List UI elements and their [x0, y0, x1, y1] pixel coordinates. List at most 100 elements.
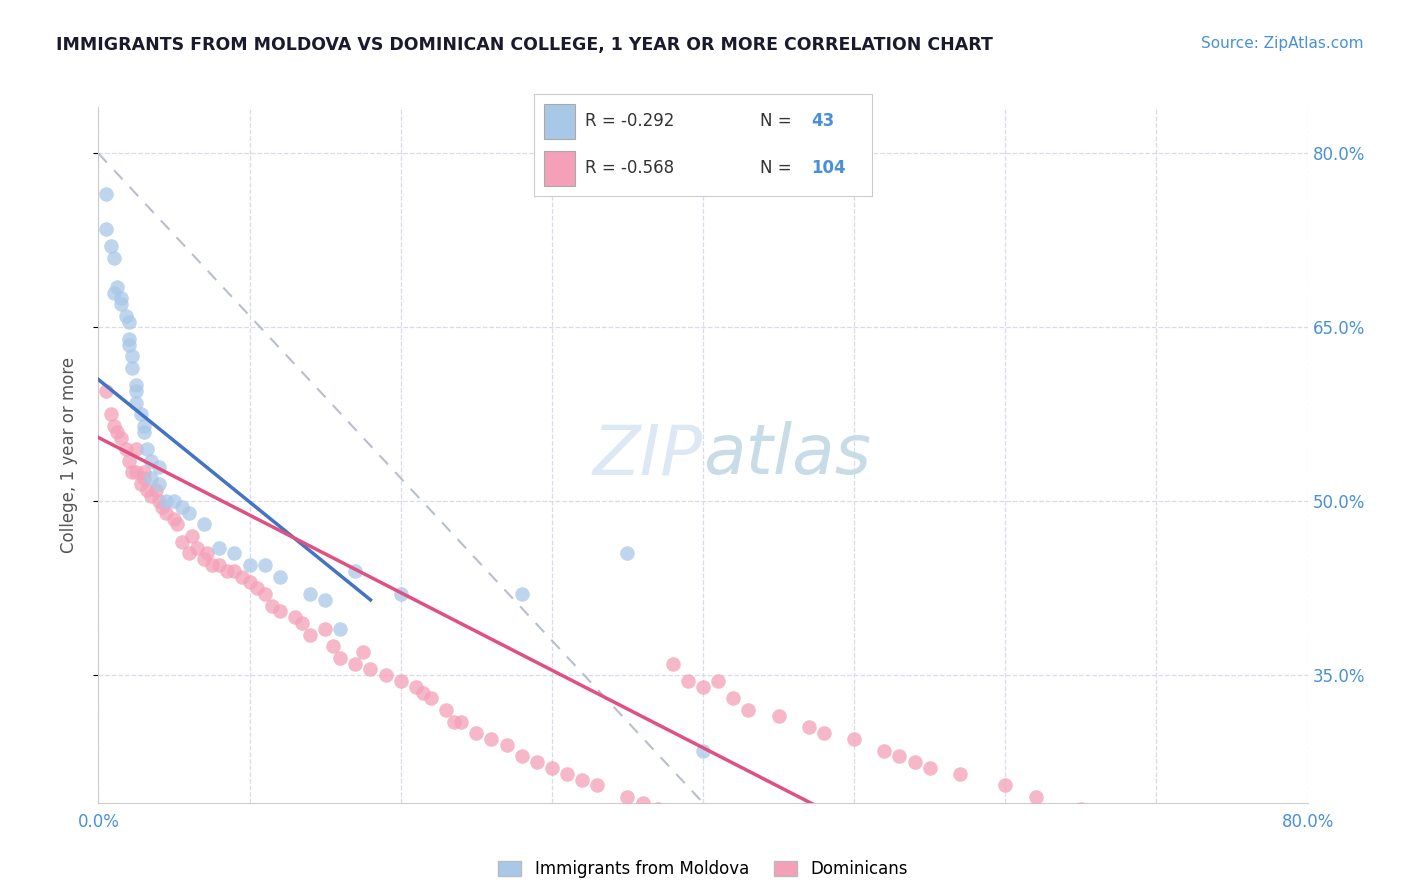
- Point: [299, 628, 322, 642]
- Point: [904, 755, 927, 769]
- Point: [443, 714, 465, 729]
- Point: [114, 309, 136, 323]
- Point: [586, 778, 609, 793]
- Point: [737, 703, 759, 717]
- Point: [360, 662, 382, 677]
- Point: [1144, 824, 1167, 838]
- Point: [352, 645, 374, 659]
- Point: [195, 546, 218, 561]
- Point: [344, 657, 367, 671]
- Point: [94, 384, 117, 398]
- Point: [170, 500, 193, 514]
- Point: [118, 337, 141, 351]
- Point: [631, 796, 654, 810]
- Point: [1236, 860, 1258, 874]
- Point: [148, 476, 170, 491]
- Point: [949, 766, 972, 781]
- Point: [329, 622, 352, 636]
- Point: [571, 772, 593, 787]
- Point: [389, 587, 412, 601]
- Point: [121, 349, 143, 364]
- Point: [141, 453, 163, 467]
- Point: [844, 731, 866, 746]
- Bar: [544, 151, 575, 186]
- Point: [1115, 814, 1137, 828]
- Point: [163, 494, 186, 508]
- Point: [103, 419, 125, 434]
- Point: [114, 442, 136, 456]
- Point: [676, 674, 699, 689]
- Point: [224, 546, 246, 561]
- Point: [239, 558, 262, 573]
- Point: [434, 703, 457, 717]
- Point: [103, 251, 125, 265]
- Point: [1070, 802, 1092, 815]
- Y-axis label: College, 1 year or more: College, 1 year or more: [59, 357, 77, 553]
- Legend: Immigrants from Moldova, Dominicans: Immigrants from Moldova, Dominicans: [491, 854, 915, 885]
- Text: Source: ZipAtlas.com: Source: ZipAtlas.com: [1201, 36, 1364, 51]
- Point: [540, 761, 562, 775]
- Point: [163, 511, 186, 525]
- Point: [155, 494, 177, 508]
- Point: [526, 755, 548, 769]
- Point: [495, 738, 517, 752]
- Point: [231, 570, 253, 584]
- Point: [100, 239, 122, 253]
- Point: [253, 587, 276, 601]
- Point: [118, 314, 141, 328]
- Point: [125, 378, 148, 392]
- Point: [692, 680, 714, 694]
- Text: IMMIGRANTS FROM MOLDOVA VS DOMINICAN COLLEGE, 1 YEAR OR MORE CORRELATION CHART: IMMIGRANTS FROM MOLDOVA VS DOMINICAN COL…: [56, 36, 993, 54]
- Point: [284, 610, 307, 624]
- Point: [555, 766, 578, 781]
- Text: ZIP: ZIP: [593, 421, 703, 489]
- Point: [291, 615, 314, 630]
- Text: 43: 43: [811, 112, 834, 130]
- Point: [125, 396, 148, 410]
- Point: [141, 489, 163, 503]
- Point: [246, 582, 269, 596]
- Point: [125, 384, 148, 398]
- Point: [262, 599, 284, 613]
- Point: [344, 564, 367, 578]
- Point: [1175, 830, 1198, 845]
- Point: [215, 564, 238, 578]
- Point: [141, 471, 163, 485]
- Point: [193, 552, 215, 566]
- Point: [322, 639, 344, 653]
- Point: [105, 279, 128, 293]
- Point: [224, 564, 246, 578]
- Point: [135, 442, 157, 456]
- Text: R = -0.568: R = -0.568: [585, 159, 673, 177]
- Point: [510, 749, 533, 764]
- Point: [125, 466, 148, 480]
- Point: [692, 744, 714, 758]
- Point: [1281, 877, 1303, 891]
- Point: [201, 558, 224, 573]
- Point: [166, 517, 188, 532]
- Point: [314, 622, 336, 636]
- Point: [918, 761, 941, 775]
- Point: [1024, 790, 1046, 805]
- Text: N =: N =: [761, 159, 792, 177]
- Point: [148, 494, 170, 508]
- Point: [132, 425, 155, 439]
- Point: [647, 802, 669, 815]
- Point: [481, 731, 503, 746]
- Point: [1220, 847, 1243, 862]
- Point: [873, 744, 896, 758]
- Point: [129, 476, 152, 491]
- Point: [253, 558, 276, 573]
- Point: [150, 500, 173, 514]
- Point: [132, 419, 155, 434]
- Point: [145, 483, 167, 497]
- Point: [121, 360, 143, 375]
- Point: [1296, 888, 1319, 892]
- Point: [405, 680, 427, 694]
- Point: [314, 592, 336, 607]
- Point: [329, 651, 352, 665]
- Point: [420, 691, 443, 706]
- Point: [450, 714, 472, 729]
- Text: atlas: atlas: [703, 421, 870, 489]
- Point: [135, 483, 157, 497]
